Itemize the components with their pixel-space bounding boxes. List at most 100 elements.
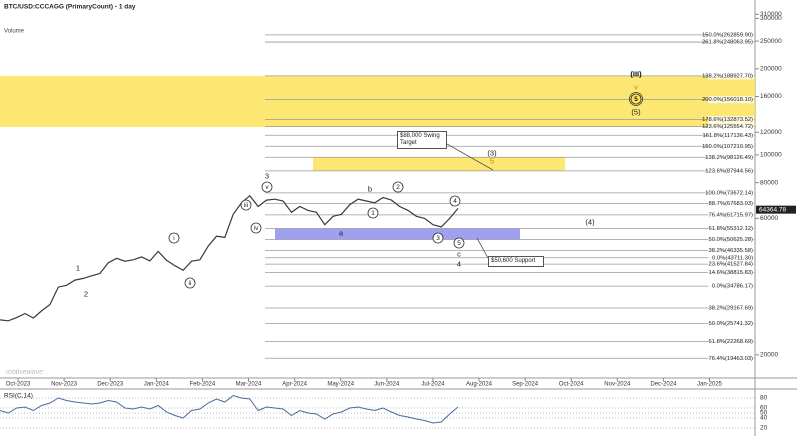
fib-label-bg [708, 246, 754, 254]
fib-level-label: 138.2%(98126.49) [705, 155, 753, 161]
x-tick-label: Dec-2024 [650, 382, 677, 388]
last-price-label: 64364.78 [759, 206, 786, 213]
fib-label-bg [708, 235, 754, 243]
wave-label: (3) [487, 148, 497, 157]
wave-circle [453, 237, 465, 249]
fib-level-label: 200.0%(156018.10) [702, 97, 753, 103]
wave-label: 3 [265, 171, 269, 180]
y-tick-label: 60000 [760, 215, 778, 222]
wave-label: 4 [457, 259, 461, 268]
fib-label-bg [708, 254, 754, 262]
fib-label-bg [708, 282, 754, 290]
y-tick-label: 80000 [760, 179, 778, 186]
fib-level-label: 61.8%(22268.69) [709, 339, 754, 345]
wave-circle [630, 93, 642, 105]
wave-label: ii [189, 280, 192, 287]
x-tick-label: Aug-2024 [466, 382, 493, 388]
fib-label-bg [708, 167, 754, 175]
watermark: motivewave [6, 369, 43, 376]
x-tick-label: Nov-2024 [604, 382, 631, 388]
wave-label: c [457, 249, 461, 258]
fib-level-label: 38.2%(46335.58) [709, 248, 754, 254]
series-line [0, 194, 459, 322]
wave-label: iii [244, 202, 248, 209]
rsi-tick-label: 40 [760, 415, 768, 422]
fib-level-label: 0.0%(34786.17) [712, 284, 753, 290]
wave-circle-outer [629, 92, 643, 106]
wave-label: 3 [436, 235, 440, 242]
fib-label-bg [708, 338, 754, 346]
zone [0, 75, 755, 127]
x-tick-label: May-2024 [327, 382, 354, 388]
fib-label-bg [708, 131, 754, 139]
callout: $88,000 Swing Target [397, 131, 447, 149]
fib-level-label: 23.6%(41527.84) [709, 262, 754, 268]
fib-label-bg [708, 123, 754, 131]
wave-circle [240, 199, 252, 211]
fib-level-label: 161.8%(117136.43) [703, 133, 754, 139]
fib-label-bg [708, 72, 754, 80]
wave-circle [168, 232, 180, 244]
wave-circle [184, 277, 196, 289]
wave-circle [261, 181, 273, 193]
fib-level-label: 88.7%(67683.03) [709, 201, 754, 207]
wave-circle [392, 181, 404, 193]
fib-level-label: 100.0%(73672.14) [705, 190, 753, 196]
x-tick-label: Jun-2024 [374, 382, 400, 388]
x-tick-label: Nov-2023 [51, 382, 78, 388]
chart-title: BTC/USD:CCCAGG (PrimaryCount) - 1 day [4, 4, 136, 11]
x-tick-label: Sep-2024 [512, 382, 539, 388]
y-tick-label: 100000 [760, 152, 782, 159]
callout-pointer [476, 237, 489, 259]
wave-label: i [173, 235, 174, 242]
wave-label: (4) [585, 217, 595, 226]
wave-label: iv [254, 225, 259, 232]
wave-circle [432, 232, 444, 244]
x-tick-label: Oct-2023 [6, 382, 31, 388]
wave-label: 5 [634, 96, 638, 103]
fib-label-bg [708, 38, 754, 46]
fib-label-bg [708, 211, 754, 219]
wave-label: v [634, 82, 638, 91]
fib-level-label: 123.6%(87944.56) [705, 168, 753, 174]
wave-circle [250, 222, 262, 234]
fib-level-label: 123.6%(125554.72) [702, 124, 753, 130]
x-tick-label: Jul-2024 [421, 382, 445, 388]
fib-label-bg [708, 153, 754, 161]
fib-level-label: 178.6%(132873.52) [702, 117, 753, 123]
wave-circle [449, 195, 461, 207]
wave-circle [367, 207, 379, 219]
x-tick-label: Dec-2023 [97, 382, 124, 388]
wave-label: 5 [490, 156, 494, 165]
rsi-tick-label: 20 [760, 425, 768, 432]
fib-label-bg [708, 260, 754, 268]
series-line [0, 394, 459, 424]
x-tick-label: Jan-2025 [697, 382, 723, 388]
fib-label-bg [708, 189, 754, 197]
y-tick-label: 300000 [760, 15, 782, 22]
x-tick-label: Jan-2024 [144, 382, 170, 388]
wave-label: v [265, 184, 269, 191]
fib-level-label: 138.2%(188927.70) [702, 73, 753, 79]
wave-label: (III) [630, 69, 642, 78]
y-tick-label: 160000 [760, 93, 782, 100]
fib-level-label: 50.0%(50625.28) [709, 237, 754, 243]
fib-level-label: 150.0%(107210.95) [702, 144, 753, 150]
fib-label-bg [708, 354, 754, 362]
fib-level-label: 150.0%(262859.90) [702, 32, 753, 38]
y-tick-label: 200000 [760, 66, 782, 73]
fib-level-label: 61.8%(55312.12) [709, 226, 754, 232]
fib-level-label: 76.4%(19463.03) [709, 356, 754, 362]
fib-level-label: 14.6%(38815.83) [709, 270, 754, 276]
fib-label-bg [708, 116, 754, 124]
zone [275, 228, 520, 240]
wave-label: a [339, 228, 344, 237]
fib-level-label: 76.4%(61715.97) [709, 212, 754, 218]
wave-label: (5) [631, 107, 641, 116]
fib-level-label: 0.0%(43711.30) [712, 255, 753, 261]
fib-level-label: 261.8%(248063.95) [702, 40, 753, 46]
fib-label-bg [708, 31, 754, 39]
last-price-box [756, 205, 796, 214]
volume-label: Volume [4, 29, 25, 35]
